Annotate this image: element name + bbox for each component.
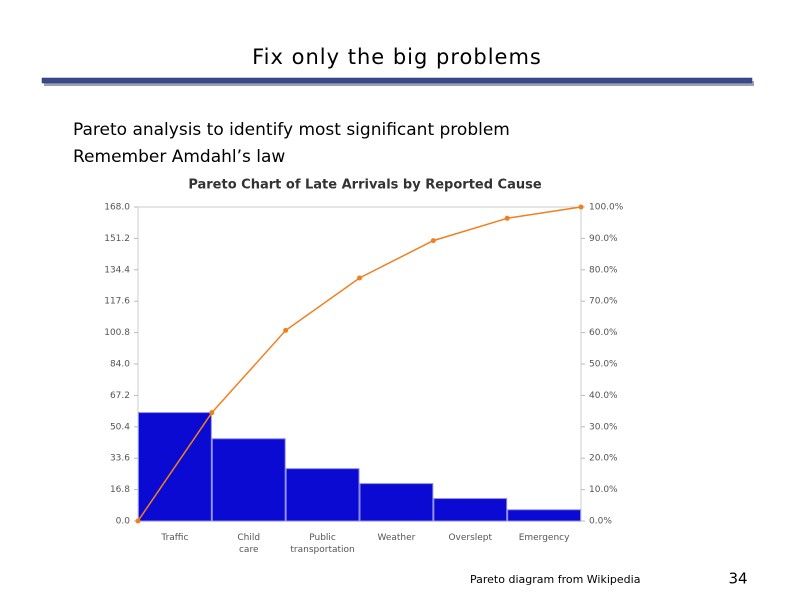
- chart-title: Pareto Chart of Late Arrivals by Reporte…: [188, 178, 542, 193]
- y-tick-label: 100.8: [104, 328, 130, 338]
- x-tick-word: Child: [237, 533, 260, 543]
- y2-tick-label: 40.0%: [589, 391, 618, 401]
- bar: [507, 509, 581, 522]
- bullet: Pareto analysis to identify most signifi…: [73, 120, 510, 140]
- x-tick-label: Traffic: [160, 533, 188, 543]
- title-rule-shadow: [44, 81, 754, 86]
- y-tick-label: 0.0: [116, 517, 131, 527]
- y-tick-label: 168.0: [104, 203, 130, 213]
- title-rule: [41, 77, 753, 84]
- bullet: Remember Amdahl’s law: [73, 147, 285, 167]
- y-tick-label: 151.2: [104, 234, 130, 244]
- cumulative-line: [211, 206, 582, 414]
- y-tick-label: 117.6: [104, 297, 130, 307]
- caption: Pareto diagram from Wikipedia: [470, 573, 640, 586]
- line-point: [430, 238, 436, 244]
- x-tick-label: Child care: [237, 533, 260, 555]
- bar: [359, 483, 434, 522]
- x-tick-word: Traffic: [160, 533, 188, 543]
- x-tick-word: Overslept: [448, 533, 492, 543]
- x-tick-label: Emergency: [519, 533, 570, 543]
- x-tick-word: Emergency: [519, 533, 570, 543]
- x-tick-word: Public: [309, 533, 336, 543]
- page-number: 34: [728, 570, 747, 588]
- x-tick-label: Overslept: [448, 533, 492, 543]
- line-start-dot: [135, 518, 141, 524]
- bar: [285, 468, 360, 522]
- line-point: [504, 215, 510, 221]
- y2-tick-label: 30.0%: [589, 422, 618, 432]
- x-tick-word: care: [239, 545, 259, 555]
- y-tick-label: 33.6: [110, 454, 130, 464]
- bar: [433, 498, 508, 522]
- slide-title: Fix only the big problems: [252, 45, 542, 69]
- y-tick-label: 84.0: [110, 360, 130, 370]
- x-tick-label: Weather: [377, 533, 415, 543]
- y2-tick-label: 0.0%: [589, 517, 612, 527]
- x-tick-label: Public transportation: [290, 533, 354, 555]
- y-tick-label: 50.4: [110, 422, 130, 432]
- y2-tick-label: 50.0%: [589, 360, 618, 370]
- y-tick-label: 67.2: [110, 391, 130, 401]
- y2-tick-label: 80.0%: [589, 265, 618, 275]
- y2-tick-label: 70.0%: [589, 297, 618, 307]
- y2-tick-label: 20.0%: [589, 454, 618, 464]
- y2-tick-label: 10.0%: [589, 485, 618, 495]
- y2-tick-label: 60.0%: [589, 328, 618, 338]
- bar: [211, 438, 286, 522]
- x-tick-word: transportation: [290, 545, 354, 555]
- line-point: [357, 275, 362, 281]
- line-point: [283, 327, 289, 333]
- y2-tick-label: 90.0%: [589, 234, 618, 244]
- y-tick-label: 134.4: [104, 265, 130, 275]
- line-point: [578, 204, 584, 210]
- line-start: [137, 412, 213, 522]
- y-tick-label: 16.8: [110, 485, 130, 495]
- y2-tick-label: 100.0%: [589, 203, 624, 213]
- line-point: [209, 410, 215, 416]
- x-tick-word: Weather: [377, 533, 415, 543]
